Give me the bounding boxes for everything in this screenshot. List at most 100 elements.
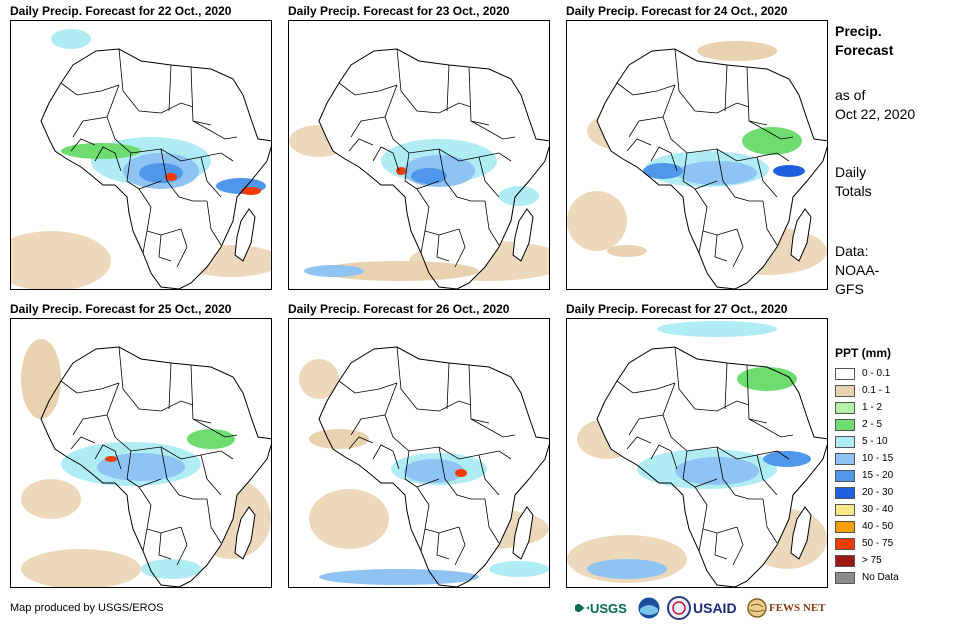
madagascar-landmass [235, 209, 255, 261]
globe-icon [747, 598, 767, 618]
legend-label: 15 - 20 [862, 470, 894, 481]
legend-swatch [835, 384, 855, 397]
legend-swatch [835, 418, 855, 431]
legend-swatch [835, 571, 855, 584]
legend-label: 1 - 2 [862, 402, 883, 413]
legend-title: PPT (mm) [835, 346, 892, 360]
forecast-panel: Daily Precip. Forecast for 26 Oct., 2020 [288, 302, 550, 588]
legend-item: 30 - 40 [835, 501, 955, 518]
coastline [40, 346, 271, 587]
panel-title: Daily Precip. Forecast for 26 Oct., 2020 [288, 302, 510, 316]
usgs-logo: USGS [575, 595, 633, 621]
map-credit: Map produced by USGS/EROS [10, 602, 164, 614]
precip-map[interactable] [10, 318, 272, 588]
legend-item: 15 - 20 [835, 467, 955, 484]
madagascar-landmass [513, 209, 533, 261]
madagascar-landmass [791, 507, 811, 559]
legend-item: 40 - 50 [835, 518, 955, 535]
madagascar-coastline [512, 208, 534, 262]
noaa-logo [637, 595, 663, 621]
coastline [596, 346, 827, 587]
coastline [40, 48, 271, 289]
coastline [596, 48, 827, 289]
data-source: Data: NOAA- GFS [835, 243, 880, 297]
legend-label: 40 - 50 [862, 521, 894, 532]
country-borders [616, 346, 794, 566]
precip-map[interactable] [10, 20, 272, 290]
product-title: Precip. Forecast [835, 23, 894, 58]
legend-swatch [835, 520, 855, 533]
country-borders [60, 48, 238, 268]
coastline [318, 346, 549, 587]
forecast-panel: Daily Precip. Forecast for 23 Oct., 2020 [288, 4, 550, 290]
land-precip [304, 139, 539, 281]
madagascar-landmass [235, 507, 255, 559]
forecast-panel: Daily Precip. Forecast for 25 Oct., 2020 [10, 302, 272, 588]
legend-item: No Data [835, 569, 955, 586]
legend-swatch [835, 537, 855, 550]
legend-swatch [835, 486, 855, 499]
legend-label: 0.1 - 1 [862, 385, 891, 396]
country-borders [338, 346, 516, 566]
legend-label: 2 - 5 [862, 419, 883, 430]
fews-net-logo: FEWS NET [747, 595, 827, 621]
legend-label: 10 - 15 [862, 453, 894, 464]
precip-map[interactable] [288, 318, 550, 588]
madagascar-coastline [234, 506, 256, 560]
legend-item: 2 - 5 [835, 416, 955, 433]
panel-title: Daily Precip. Forecast for 25 Oct., 2020 [10, 302, 232, 316]
legend-label: 0 - 0.1 [862, 368, 891, 379]
panel-title: Daily Precip. Forecast for 27 Oct., 2020 [566, 302, 788, 316]
legend-swatch [835, 435, 855, 448]
country-borders [60, 346, 238, 566]
usaid-seal-logo [667, 595, 691, 621]
usgs-wave-icon [575, 604, 589, 612]
panel-title: Daily Precip. Forecast for 22 Oct., 2020 [10, 4, 232, 18]
madagascar-landmass [513, 507, 533, 559]
legend-swatch [835, 469, 855, 482]
legend-item: > 75 [835, 552, 955, 569]
legend-label: No Data [862, 572, 899, 583]
forecast-panel: Daily Precip. Forecast for 24 Oct., 2020 [566, 4, 828, 290]
legend-swatch [835, 367, 855, 380]
ppt-legend: PPT (mm) 0 - 0.1 0.1 - 1 1 - 2 2 - 5 5 - 10 1… [835, 346, 955, 586]
madagascar-coastline [512, 506, 534, 560]
madagascar-coastline [790, 208, 812, 262]
precip-map[interactable] [288, 20, 550, 290]
legend-item: 1 - 2 [835, 399, 955, 416]
legend-item: 50 - 75 [835, 535, 955, 552]
precip-map[interactable] [566, 20, 828, 290]
legend-label: 20 - 30 [862, 487, 894, 498]
as-of-date: as of Oct 22, 2020 [835, 87, 916, 122]
panel-title: Daily Precip. Forecast for 23 Oct., 2020 [288, 4, 510, 18]
legend-label: 50 - 75 [862, 538, 894, 549]
daily-totals-note: Daily Totals [835, 164, 872, 199]
country-borders [338, 48, 516, 268]
coastline [318, 48, 549, 289]
legend-item: 0.1 - 1 [835, 382, 955, 399]
land-precip [607, 41, 805, 257]
forecast-panel: Daily Precip. Forecast for 27 Oct., 2020 [566, 302, 828, 588]
legend-item: 10 - 15 [835, 450, 955, 467]
madagascar-coastline [234, 208, 256, 262]
legend-item: 0 - 0.1 [835, 365, 955, 382]
legend-label: 30 - 40 [862, 504, 894, 515]
legend-label: > 75 [862, 555, 882, 566]
legend-swatch [835, 401, 855, 414]
forecast-panel: Daily Precip. Forecast for 22 Oct., 2020 [10, 4, 272, 290]
panel-title: Daily Precip. Forecast for 24 Oct., 2020 [566, 4, 788, 18]
country-borders [616, 48, 794, 268]
legend-swatch [835, 503, 855, 516]
madagascar-landmass [791, 209, 811, 261]
precip-map[interactable] [566, 318, 828, 588]
legend-swatch [835, 452, 855, 465]
partner-logos: USGS USAID FEWS NET [575, 595, 827, 621]
legend-label: 5 - 10 [862, 436, 888, 447]
land-precip [587, 321, 811, 579]
legend-item: 20 - 30 [835, 484, 955, 501]
legend-item: 5 - 10 [835, 433, 955, 450]
land-precip [309, 429, 549, 585]
legend-swatch [835, 554, 855, 567]
madagascar-coastline [790, 506, 812, 560]
usaid-logo: USAID [693, 600, 737, 616]
